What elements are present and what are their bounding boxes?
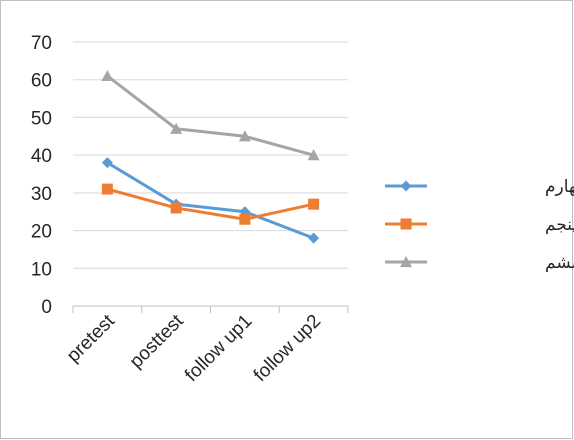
y-tick-label: 10 (31, 259, 52, 280)
y-tick-label: 60 (31, 71, 52, 92)
y-tick-label: 70 (31, 33, 52, 54)
data-point (170, 122, 183, 134)
data-point (239, 213, 251, 225)
data-point (101, 183, 113, 195)
y-tick-label: 20 (31, 222, 52, 243)
x-tick-label: follow up2 (250, 311, 325, 386)
y-tick-label: 50 (31, 108, 52, 129)
legend-label-3: بیمار ششم (545, 253, 574, 273)
x-tick-label: pretest (63, 310, 119, 366)
legend-marker-3 (400, 256, 412, 268)
legend-label-1: بیمار چهارم (545, 177, 574, 197)
legend-label-2: بیمار پنجم (545, 215, 574, 235)
data-point (101, 69, 114, 82)
data-point (170, 202, 182, 214)
y-tick-label: 40 (31, 146, 52, 167)
data-point (307, 149, 320, 161)
series-line-1 (105, 161, 316, 240)
data-point (308, 232, 320, 244)
y-tick-label: 30 (31, 184, 52, 205)
x-tick-label: posttest (126, 310, 188, 372)
y-tick-label: 0 (41, 297, 52, 318)
data-point (308, 198, 320, 210)
series-line-3 (105, 74, 316, 157)
data-point (238, 130, 251, 142)
x-tick-label: follow up1 (181, 311, 256, 386)
data-point (101, 157, 113, 169)
legend-marker-2 (400, 218, 412, 230)
legend-marker-1 (400, 180, 412, 192)
series-line-2 (105, 187, 316, 221)
